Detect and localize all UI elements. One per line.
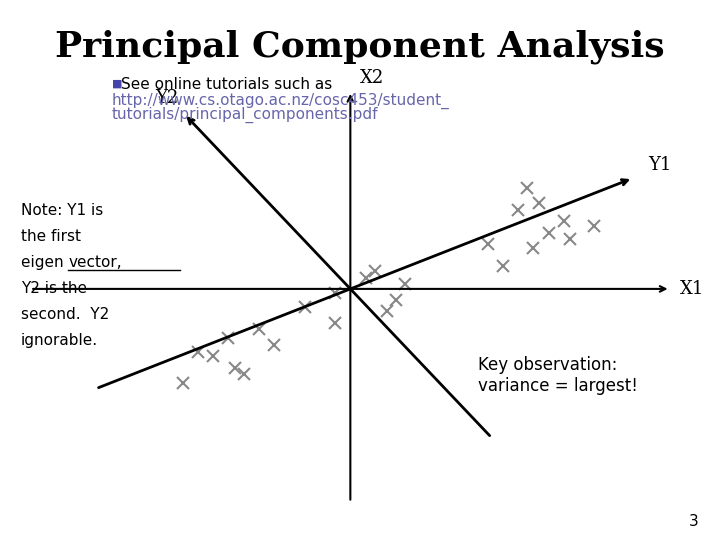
Text: Y1: Y1: [648, 156, 672, 173]
Text: tutorials/principal_components.pdf: tutorials/principal_components.pdf: [112, 107, 378, 123]
Text: ■: ■: [112, 78, 122, 89]
Text: 3: 3: [688, 514, 698, 529]
Text: vector,: vector,: [68, 255, 122, 270]
Text: Y2 is the: Y2 is the: [21, 281, 87, 296]
Text: the first: the first: [21, 230, 81, 244]
Text: http://www.cs.otago.ac.nz/cosc453/student_: http://www.cs.otago.ac.nz/cosc453/studen…: [112, 93, 449, 109]
Text: second.  Y2: second. Y2: [21, 307, 109, 322]
Text: See online tutorials such as: See online tutorials such as: [121, 77, 332, 92]
Text: eigen: eigen: [21, 255, 68, 270]
Text: Y2: Y2: [155, 89, 178, 107]
Text: Note: Y1 is: Note: Y1 is: [21, 204, 104, 219]
Text: ignorable.: ignorable.: [21, 333, 98, 348]
Text: Key observation:
variance = largest!: Key observation: variance = largest!: [478, 356, 638, 395]
Text: X1: X1: [680, 280, 704, 298]
Text: X2: X2: [359, 69, 384, 86]
Text: Principal Component Analysis: Principal Component Analysis: [55, 30, 665, 64]
